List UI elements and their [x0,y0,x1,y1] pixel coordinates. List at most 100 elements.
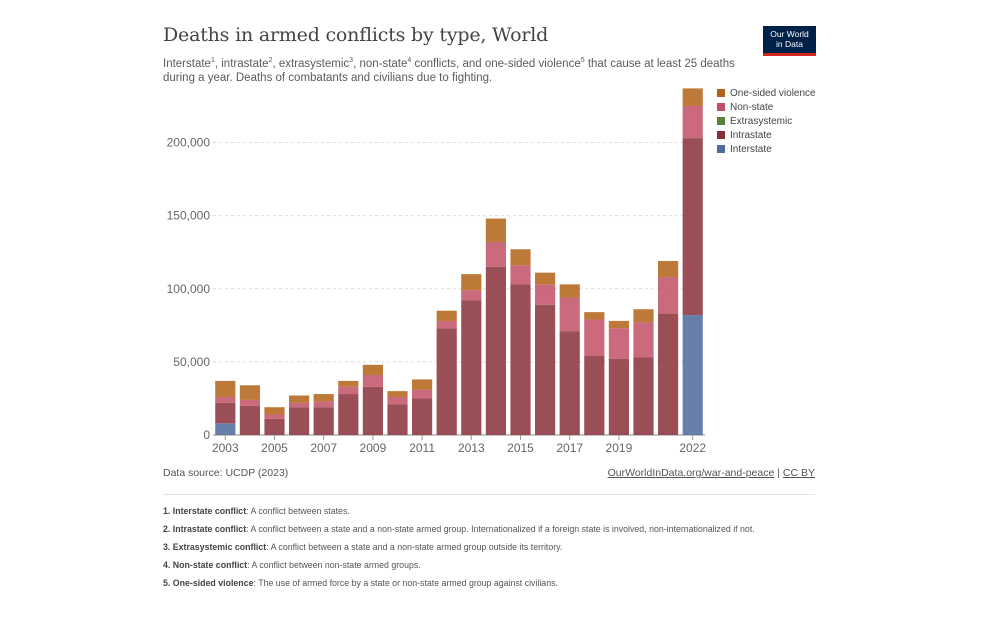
bar-segment-intrastate [461,300,482,435]
bar-segment-non-state [584,319,605,357]
bar-segment-one-sided-violence [485,218,506,242]
bar-segment-one-sided-violence [313,394,334,402]
x-tick-label: 2017 [556,441,583,455]
bar-segment-one-sided-violence [633,309,654,323]
footer-links: OurWorldInData.org/war-and-peace | CC BY [608,467,815,479]
subtitle-text: , non-state [353,57,408,70]
footnotes: 1. Interstate conflict: A conflict betwe… [163,505,823,595]
legend-swatch [717,89,725,97]
bar-segment-intrastate [535,304,556,435]
chart-card: Deaths in armed conflicts by type, World… [150,14,822,604]
bar-segment-one-sided-violence [215,380,236,397]
bar-segment-one-sided-violence [658,260,679,278]
bar-segment-intrastate [633,357,654,435]
logo-line-2: in Data [776,39,803,49]
footnote-text: : A conflict between non-state armed gro… [247,560,421,570]
legend-label: One-sided violence [730,88,816,99]
bar-segment-intrastate [215,402,236,424]
bar-segment-one-sided-violence [608,320,629,329]
y-tick-label: 100,000 [167,282,211,296]
bar-segment-intrastate [362,386,383,435]
bar-segment-non-state [239,399,260,406]
footnote-term: Intrastate conflict [172,524,247,534]
x-tick-label: 2022 [679,441,706,455]
bar-segment-interstate [215,423,236,435]
x-tick-label: 2009 [360,441,387,455]
y-tick-label: 0 [203,428,210,442]
legend: One-sided violence Non-state Extrasystemic… [717,88,816,155]
footnote-term: One-sided violence [172,578,254,588]
x-tick-label: 2011 [409,441,435,455]
footnote-marker[interactable]: 2 [268,57,273,64]
bar-segment-intrastate [510,284,531,435]
footnote-number: 4. [163,560,171,570]
bar-segment-non-state [313,401,334,408]
bar-segment-non-state [289,402,310,408]
bar-segment-one-sided-violence [682,88,703,106]
footnote-term: Interstate conflict [172,506,247,516]
y-tick-label: 50,000 [173,355,210,369]
x-tick-label: 2013 [458,441,485,455]
footnote-text: : A conflict between states. [246,506,350,516]
owid-logo[interactable]: Our World in Data [763,26,816,56]
footnote-text: : The use of armed force by a state or n… [253,578,558,588]
y-gridlines [213,142,705,436]
legend-swatch [717,103,725,111]
footnote-marker[interactable]: 5 [580,57,585,64]
y-tick-label: 150,000 [167,209,211,223]
bar-segment-intrastate [682,138,703,316]
bar-segment-non-state [658,277,679,314]
bar-segment-intrastate [239,405,260,435]
legend-label: Non-state [730,102,774,113]
bar-segment-one-sided-violence [289,395,310,403]
bar-segment-one-sided-violence [461,274,482,291]
bar-segment-intrastate [387,404,408,435]
bar-segment-one-sided-violence [559,284,580,298]
bar-segment-non-state [682,105,703,139]
subtitle-text: Interstate [163,57,211,70]
footnote-marker[interactable]: 4 [407,57,412,64]
x-tick-label: 2015 [507,441,534,455]
x-tick-label: 2005 [261,441,288,455]
bar-segment-one-sided-violence [535,272,556,285]
link-separator: | [777,467,783,479]
bar-segment-non-state [362,375,383,387]
bar-segment-intrastate [608,358,629,435]
bar-segment-intrastate [559,331,580,435]
bar-segment-intrastate [658,313,679,435]
footnote: 5. One-sided violence: The use of armed … [163,577,823,595]
bar-segment-one-sided-violence [436,310,457,321]
chart-footer: Data source: UCDP (2023) OurWorldInData.… [163,467,815,479]
subtitle-text: , intrastate [214,57,269,70]
y-tick-label: 200,000 [167,136,211,150]
x-axis-ticks: 2003 2005 2007 2009 2011 2013 2015 2017 2019 2022 [212,435,706,455]
bar-segment-one-sided-violence [510,249,531,266]
footnote-marker[interactable]: 3 [349,57,354,64]
bar-segment-non-state [461,290,482,301]
y-axis-ticks: 0 50,000 100,000 150,000 200,000 [167,136,211,443]
footnote-number: 3. [163,542,171,552]
footnote-text: : A conflict between a state and a non-s… [246,524,755,534]
subtitle-text: , extrasystemic [272,57,350,70]
bar-segment-non-state [485,241,506,267]
x-tick-label: 2019 [606,441,633,455]
bar-segment-one-sided-violence [362,364,383,376]
bars [215,88,703,435]
bar-segment-non-state [264,414,285,419]
bar-segment-non-state [535,284,556,305]
chart-title: Deaths in armed conflicts by type, World [163,24,549,46]
bar-segment-intrastate [313,407,334,435]
bar-segment-intrastate [412,398,433,435]
license-link[interactable]: CC BY [782,467,815,479]
subtitle-text: conflicts, and one-sided violence [411,57,581,70]
legend-swatch [717,145,725,153]
bar-segment-one-sided-violence [387,391,408,397]
footnote-marker[interactable]: 1 [210,57,215,64]
footnote-term: Extrasystemic conflict [172,542,267,552]
bar-segment-intrastate [436,328,457,435]
bar-segment-intrastate [338,394,359,435]
source-link[interactable]: OurWorldInData.org/war-and-peace [607,467,775,479]
footnote-number: 1. [163,506,171,516]
x-tick-label: 2007 [310,441,337,455]
